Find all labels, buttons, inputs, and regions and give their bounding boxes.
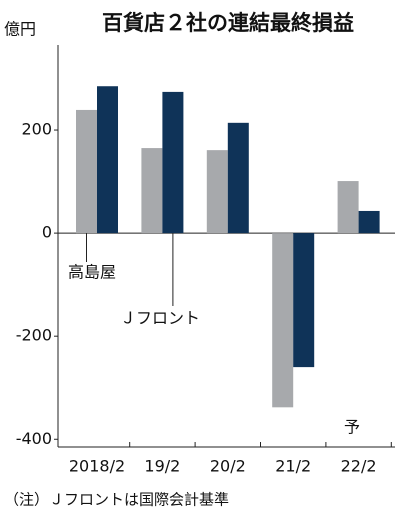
bar <box>227 122 249 234</box>
bar <box>76 109 97 234</box>
y-axis-label: 億円 <box>4 20 36 39</box>
x-tick-label: 22/2 <box>341 457 377 476</box>
x-tick-label: 21/2 <box>275 457 311 476</box>
chart-title: 百貨店２社の連結最終損益 <box>102 11 354 35</box>
x-tick-label: 19/2 <box>144 457 180 476</box>
legend-label: 高島屋 <box>68 263 116 282</box>
bar <box>358 210 380 234</box>
x-tick-label: 20/2 <box>210 457 246 476</box>
bar <box>293 233 315 368</box>
bar <box>141 148 163 234</box>
bar <box>97 86 118 234</box>
bar <box>206 150 228 234</box>
note: （注）Ｊフロントは国際会計基準 <box>4 491 229 509</box>
y-tick-label: 200 <box>21 120 52 139</box>
legend-label: Ｊフロント <box>120 309 200 328</box>
bar <box>272 233 294 408</box>
annotation: 予 <box>344 418 360 437</box>
y-tick-label: -200 <box>16 326 52 345</box>
y-tick-label: 0 <box>42 223 52 242</box>
bar <box>162 91 184 234</box>
bar <box>337 181 359 234</box>
x-tick-label: 2018/2 <box>69 457 125 476</box>
y-tick-label: -400 <box>16 429 52 448</box>
